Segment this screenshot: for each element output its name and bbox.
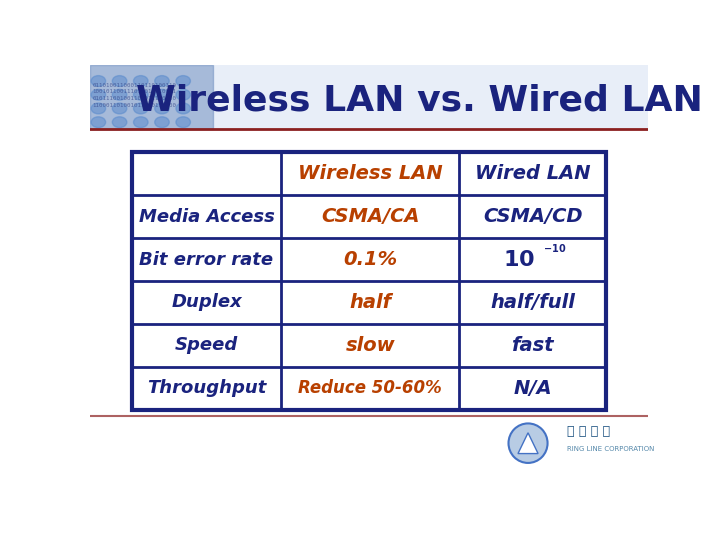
Circle shape (155, 117, 169, 127)
Text: 010111001001101011100100: 010111001001101011100100 (93, 96, 177, 101)
Circle shape (133, 76, 148, 86)
Circle shape (112, 89, 127, 100)
Circle shape (91, 103, 106, 114)
Text: 100101100111010010110011: 100101100111010010110011 (93, 89, 177, 94)
Text: RING LINE CORPORATION: RING LINE CORPORATION (567, 446, 654, 451)
Circle shape (112, 76, 127, 86)
Circle shape (133, 103, 148, 114)
Ellipse shape (508, 423, 547, 463)
Circle shape (176, 103, 190, 114)
Text: $\mathbf{^{-10}}$: $\mathbf{^{-10}}$ (544, 244, 567, 258)
Circle shape (133, 89, 148, 100)
Text: CSMA/CA: CSMA/CA (321, 207, 420, 226)
Circle shape (91, 89, 106, 100)
Text: half: half (349, 293, 391, 312)
Circle shape (91, 76, 106, 86)
Circle shape (112, 117, 127, 127)
Text: Duplex: Duplex (171, 294, 242, 312)
Circle shape (155, 103, 169, 114)
Circle shape (155, 76, 169, 86)
Text: slow: slow (346, 336, 395, 355)
Circle shape (176, 117, 190, 127)
Text: fast: fast (511, 336, 554, 355)
Polygon shape (518, 433, 538, 454)
Text: CSMA/CD: CSMA/CD (483, 207, 582, 226)
Text: Wireless LAN vs. Wired LAN: Wireless LAN vs. Wired LAN (136, 83, 703, 117)
Text: 0.1%: 0.1% (343, 250, 397, 269)
Text: Wireless LAN: Wireless LAN (298, 164, 443, 183)
Text: Throughput: Throughput (147, 380, 266, 397)
Text: Speed: Speed (175, 336, 238, 354)
Circle shape (112, 103, 127, 114)
Text: N/A: N/A (513, 379, 552, 398)
Circle shape (176, 89, 190, 100)
Bar (90, 65, 213, 129)
Text: $\mathbf{10}$: $\mathbf{10}$ (503, 249, 535, 269)
Circle shape (176, 76, 190, 86)
Circle shape (155, 89, 169, 100)
Text: 110001101001011000110100: 110001101001011000110100 (93, 103, 177, 107)
Text: Wired LAN: Wired LAN (474, 164, 590, 183)
Bar (90, 65, 648, 129)
Bar (132, 152, 606, 410)
Text: Bit error rate: Bit error rate (140, 251, 274, 268)
Text: Media Access: Media Access (139, 207, 274, 226)
Circle shape (133, 117, 148, 127)
Text: 011010011000110110100110: 011010011000110110100110 (93, 83, 177, 87)
Text: half/full: half/full (490, 293, 575, 312)
Circle shape (91, 117, 106, 127)
Text: Reduce 50-60%: Reduce 50-60% (298, 380, 442, 397)
Text: 麟 瑞 科 技: 麟 瑞 科 技 (567, 426, 611, 438)
